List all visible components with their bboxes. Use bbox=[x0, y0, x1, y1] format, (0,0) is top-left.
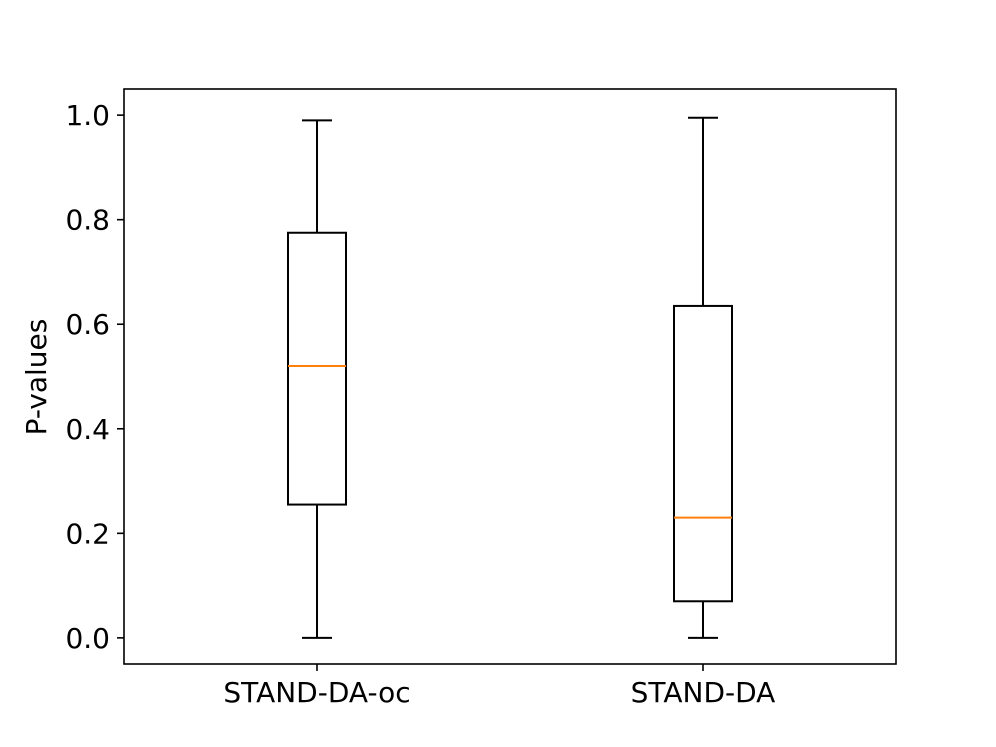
boxes bbox=[287, 116, 733, 639]
y-tick-label: 0.6 bbox=[65, 308, 110, 341]
plot-frame bbox=[123, 88, 897, 665]
plot-area bbox=[123, 88, 897, 665]
y-tick-label: 0.0 bbox=[65, 622, 110, 655]
x-tick-label: STAND-DA-oc bbox=[223, 676, 410, 709]
x-tick-label: STAND-DA bbox=[631, 676, 776, 709]
y-tick-label: 0.2 bbox=[65, 517, 110, 550]
box-1 bbox=[287, 119, 347, 639]
y-axis-label: P-values bbox=[20, 319, 53, 436]
y-axis: 0.0 0.2 0.4 0.6 0.8 1.0 bbox=[65, 99, 124, 655]
y-tick-label: 1.0 bbox=[65, 99, 110, 132]
iqr-box bbox=[673, 304, 733, 603]
box-2 bbox=[673, 116, 733, 639]
y-tick-label: 0.4 bbox=[65, 413, 110, 446]
iqr-box bbox=[287, 231, 347, 506]
y-tick-label: 0.8 bbox=[65, 204, 110, 237]
x-axis: STAND-DA-oc STAND-DA bbox=[223, 664, 775, 709]
